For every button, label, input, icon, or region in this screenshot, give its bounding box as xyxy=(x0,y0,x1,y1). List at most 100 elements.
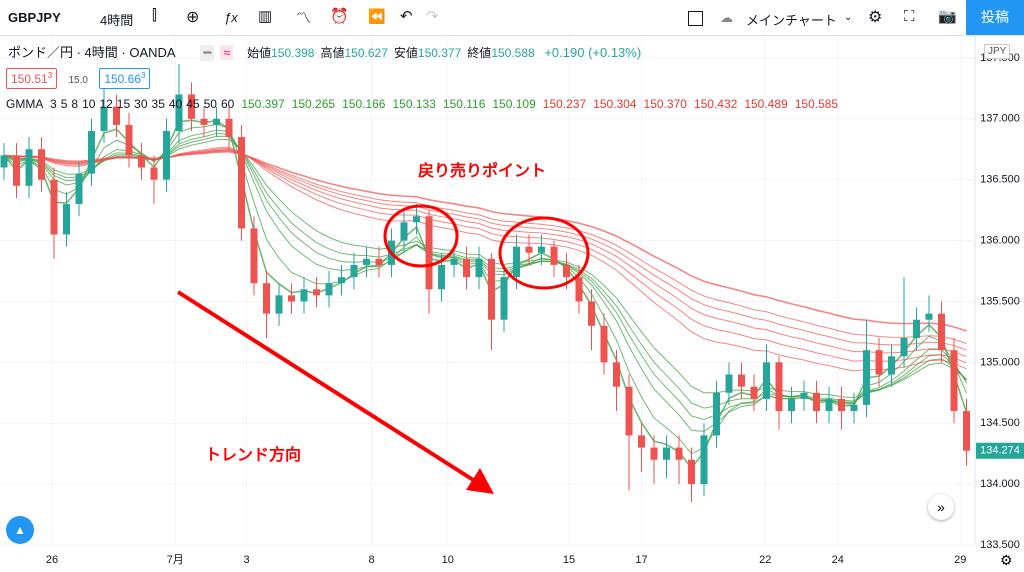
candle-body xyxy=(738,374,745,387)
icon-cloud[interactable]: ☁ xyxy=(720,10,733,25)
icon-replay[interactable]: ⏪ xyxy=(368,8,386,24)
ask-value: 150.66 xyxy=(104,72,142,86)
layout-name[interactable]: メインチャート xyxy=(746,13,837,28)
candle-body xyxy=(50,179,58,235)
candle-body xyxy=(638,435,645,448)
candle-body xyxy=(875,350,883,375)
candle-body xyxy=(450,258,458,265)
candle-body xyxy=(138,155,145,168)
candle-body xyxy=(188,94,195,119)
ohlc-label: 高値 xyxy=(320,46,345,60)
icon-indicators[interactable]: ƒx xyxy=(224,10,238,25)
highlight-circle xyxy=(383,204,459,268)
bid[interactable]: 150.513 xyxy=(6,68,58,89)
x-tick-label: 24 xyxy=(832,554,844,566)
candle-body xyxy=(813,392,820,412)
interval[interactable]: 4時間 xyxy=(100,13,134,28)
candle-body xyxy=(838,398,845,412)
icon-templates[interactable]: ▥ xyxy=(258,8,273,25)
symbol[interactable]: GBPJPY xyxy=(8,10,61,25)
candle-body xyxy=(175,94,183,131)
candle-body xyxy=(625,386,633,436)
icon-snapshot[interactable]: 📷 xyxy=(938,8,957,25)
icon-undo[interactable]: ↶ xyxy=(400,8,413,25)
y-tick-label: 134.500 xyxy=(980,417,1020,429)
x-tick-label: 3 xyxy=(243,554,249,566)
ask[interactable]: 150.663 xyxy=(99,68,151,89)
icon-redo[interactable]: ↷ xyxy=(426,8,439,25)
last-price-tag xyxy=(976,442,1024,459)
candle-body xyxy=(63,204,70,235)
hide-toggle[interactable]: ━ xyxy=(200,45,215,61)
icon-fullscreen-box[interactable] xyxy=(688,11,703,26)
change: +0.190 (+0.13%) xyxy=(544,45,642,60)
period: 3 xyxy=(50,97,57,111)
bid-value: 150.51 xyxy=(11,72,48,86)
period: 5 xyxy=(60,97,68,111)
annotation: トレンド方向 xyxy=(205,445,301,464)
candle-body xyxy=(438,264,445,290)
icon-candles[interactable]: ⫿ xyxy=(152,7,157,24)
publish-button[interactable]: 投稿 xyxy=(966,0,1024,35)
logo[interactable]: ▲ xyxy=(6,516,34,544)
icon-alert[interactable]: ⏰ xyxy=(330,8,349,25)
candle-body xyxy=(763,362,770,399)
icon-dropdown[interactable]: ⌄ xyxy=(844,12,853,23)
indicator-value: 150.585 xyxy=(794,97,839,111)
candle-body xyxy=(938,313,945,351)
candle-body xyxy=(288,295,295,302)
candle-body xyxy=(750,386,758,399)
gmma-line xyxy=(3,147,967,364)
candle-body xyxy=(275,295,283,314)
candle-body xyxy=(913,319,920,338)
candle-body xyxy=(725,374,733,393)
icon-settings[interactable]: ⚙ xyxy=(868,9,883,26)
indicator-value: 150.166 xyxy=(342,97,386,111)
scroll-right[interactable]: » xyxy=(928,494,954,520)
candle-body xyxy=(850,404,858,412)
candle-body xyxy=(713,392,720,436)
currency: JPY xyxy=(984,44,1011,59)
period: 35 xyxy=(151,97,165,111)
candle-body xyxy=(588,301,595,326)
candle-body xyxy=(700,435,708,485)
indicator-value: 150.304 xyxy=(593,97,637,111)
candle-body xyxy=(600,325,608,363)
gmma-line xyxy=(3,148,967,358)
quote-row: 150.513 15.0 150.663 xyxy=(6,68,151,89)
candle-body xyxy=(675,447,683,460)
candle-body xyxy=(38,149,45,180)
y-tick-label: 135.500 xyxy=(980,295,1020,307)
indicator-name: GMMA xyxy=(6,97,43,111)
instrument: ポンド／円 · 4時間 · OANDA xyxy=(8,45,175,60)
y-tick-label: 136.000 xyxy=(980,234,1020,246)
candle-body xyxy=(538,246,545,253)
ohlc-label: 終値 xyxy=(467,46,492,60)
candle-body xyxy=(463,258,470,278)
candle-body xyxy=(575,277,583,302)
candle-body xyxy=(150,167,158,180)
x-tick-label: 29 xyxy=(954,554,966,566)
indicator-value: 150.133 xyxy=(392,97,436,111)
candle-body xyxy=(200,118,208,125)
icon-expand[interactable]: ⛶ xyxy=(904,8,915,25)
axis-settings[interactable]: ⚙ xyxy=(1000,552,1013,568)
y-tick-label: 137.000 xyxy=(980,113,1020,125)
icon-compare[interactable]: 〽 xyxy=(296,10,312,27)
candle-body xyxy=(263,283,270,314)
candle-body xyxy=(225,118,233,138)
period: 50 xyxy=(203,97,217,111)
ohlc-value: 150.377 xyxy=(417,46,462,60)
indicator-value: 150.397 xyxy=(241,97,285,111)
candle-body xyxy=(613,362,620,387)
x-tick-label: 22 xyxy=(759,554,771,566)
x-tick-label: 8 xyxy=(368,554,374,566)
ohlc-value: 150.398 xyxy=(271,46,315,60)
icon-add[interactable]: ⊕ xyxy=(186,9,200,26)
candle-body xyxy=(400,222,408,241)
ohlc-value: 150.588 xyxy=(491,46,535,60)
ohlc-label: 始値 xyxy=(247,46,272,60)
bid-sup: 3 xyxy=(47,71,53,80)
highlight-circle xyxy=(498,216,590,290)
mode-toggle[interactable]: ≈ xyxy=(220,45,234,60)
